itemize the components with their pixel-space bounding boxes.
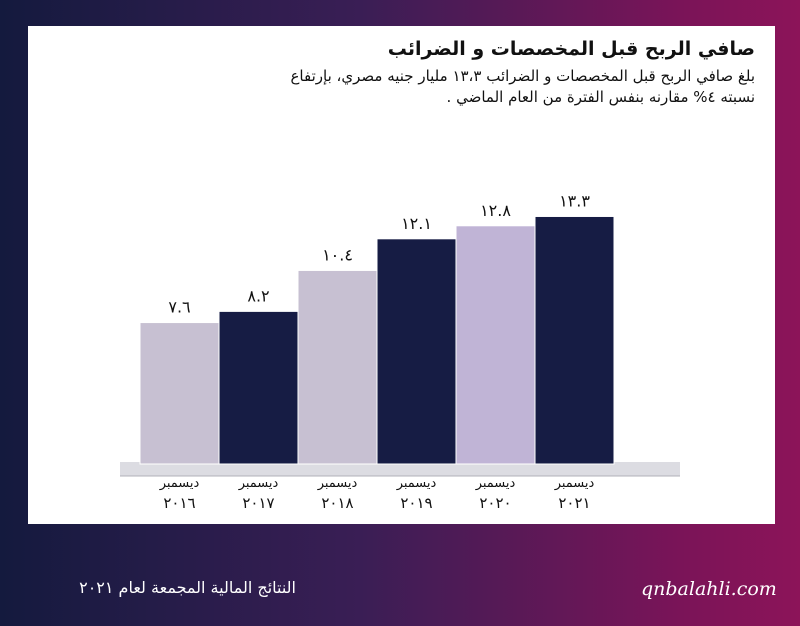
category-year-label-3: ٢٠١٩	[400, 494, 432, 512]
value-label-1: ٨.٢	[247, 286, 269, 305]
subtitle-line-2: نسبته ٤% مقارنه بنفس الفترة من العام الم…	[446, 88, 755, 106]
chart-subtitle: بلغ صافي الربح قبل المخصصات و الضرائب ١٣…	[55, 66, 755, 108]
category-month-label-4: ديسمبر	[475, 476, 516, 491]
website-link[interactable]: qnbalahli.com	[641, 578, 777, 600]
category-month-label-5: ديسمبر	[554, 476, 595, 491]
bar-chart: ٧.٦ ديسمبر ٢٠١٦ ٨.٢ ديسمبر ٢٠١٧ ١٠.٤ ديسمبر ٢٠١٨…	[120, 191, 680, 512]
report-name: النتائج المالية المجمعة لعام ٢٠٢١	[79, 578, 296, 597]
category-month-label-2: ديسمبر	[317, 476, 358, 491]
category-year-label-5: ٢٠٢١	[558, 494, 590, 512]
category-month-label-3: ديسمبر	[396, 476, 437, 491]
subtitle-line-1: بلغ صافي الربح قبل المخصصات و الضرائب ١٣…	[290, 67, 755, 85]
value-label-5: ١٣.٣	[559, 191, 590, 210]
bar-5	[534, 215, 615, 465]
value-label-4: ١٢.٨	[480, 201, 511, 220]
value-label-3: ١٢.١	[401, 214, 432, 233]
category-year-label-1: ٢٠١٧	[242, 494, 274, 512]
chart-title: صافي الربح قبل المخصصات و الضرائب	[387, 38, 755, 60]
category-year-label-0: ٢٠١٦	[163, 494, 195, 512]
bar-1	[218, 310, 299, 465]
bar-4	[455, 225, 536, 465]
value-label-0: ٧.٦	[168, 298, 190, 317]
bar-3	[376, 238, 457, 465]
chart-floor	[120, 462, 680, 476]
value-label-2: ١٠.٤	[322, 245, 353, 264]
category-year-label-4: ٢٠٢٠	[479, 494, 511, 512]
bar-2	[297, 269, 378, 465]
category-year-label-2: ٢٠١٨	[321, 494, 353, 512]
bar-0	[139, 322, 220, 465]
category-month-label-1: ديسمبر	[238, 476, 279, 491]
category-month-label-0: ديسمبر	[159, 476, 200, 491]
chart-card: صافي الربح قبل المخصصات و الضرائب بلغ صا…	[28, 26, 775, 524]
